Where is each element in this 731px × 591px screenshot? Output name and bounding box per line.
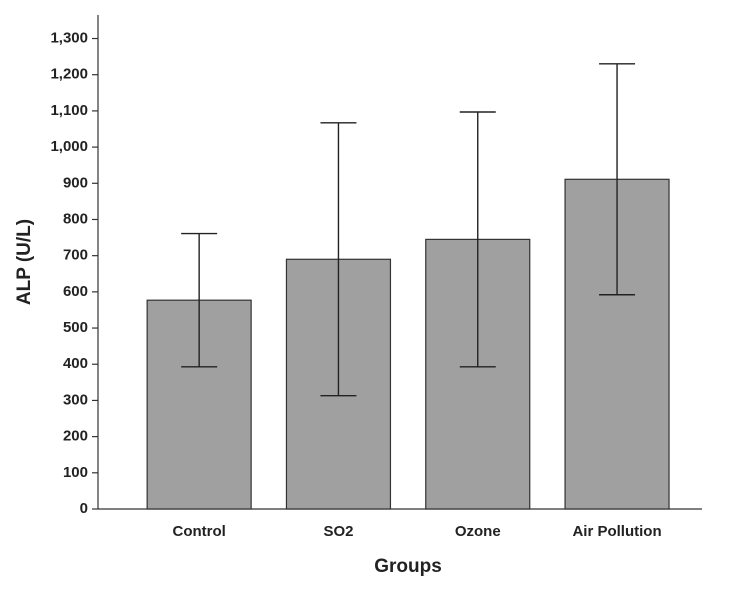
y-tick-label: 800	[63, 210, 88, 227]
error-bar	[320, 122, 357, 397]
y-tick-label: 500	[63, 319, 88, 336]
y-tick-label: 100	[63, 464, 88, 481]
y-tick-label: 1,200	[50, 66, 88, 83]
y-tick-label: 1,100	[50, 102, 88, 119]
x-tick-label: SO2	[323, 523, 353, 540]
y-tick-label: 600	[63, 283, 88, 300]
y-tick-label: 900	[63, 174, 88, 191]
y-tick-label: 0	[80, 500, 88, 517]
y-tick-label: 300	[63, 391, 88, 408]
y-tick-label: 400	[63, 355, 88, 372]
x-tick-label: Control	[172, 523, 225, 540]
error-bar	[459, 111, 496, 368]
y-tick-label: 200	[63, 428, 88, 445]
error-bar	[181, 232, 218, 368]
x-tick-label: Air Pollution	[572, 523, 661, 540]
y-axis-title: ALP (U/L)	[14, 219, 35, 305]
y-tick-label: 700	[63, 247, 88, 264]
error-bar	[599, 63, 636, 296]
x-axis-title: Groups	[374, 556, 442, 577]
x-tick-label: Ozone	[455, 523, 501, 540]
y-tick-label: 1,300	[50, 29, 88, 46]
y-tick-label: 1,000	[50, 138, 88, 155]
